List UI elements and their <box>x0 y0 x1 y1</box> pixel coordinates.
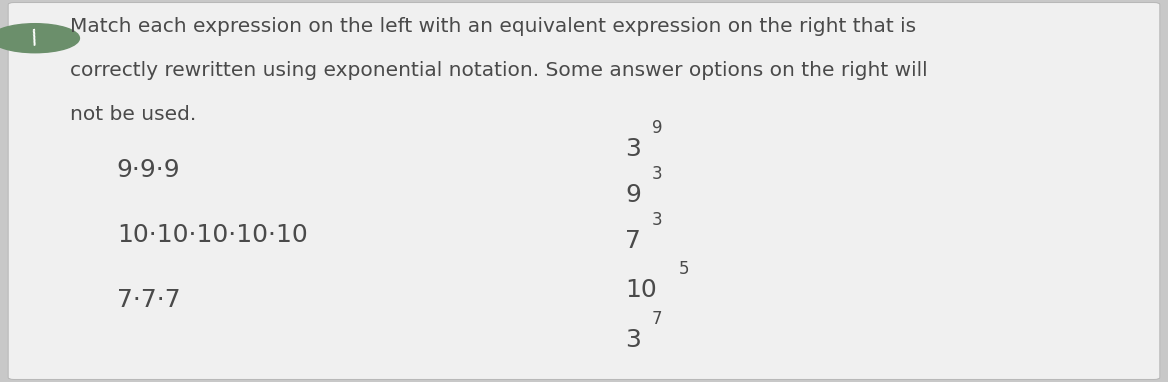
Text: 9·9·9: 9·9·9 <box>117 158 180 182</box>
Text: correctly rewritten using exponential notation. Some answer options on the right: correctly rewritten using exponential no… <box>70 61 927 80</box>
Text: not be used.: not be used. <box>70 105 196 124</box>
Text: 3: 3 <box>625 137 641 161</box>
FancyBboxPatch shape <box>8 3 1160 379</box>
Text: 7: 7 <box>625 229 641 253</box>
Text: 3: 3 <box>652 210 662 229</box>
Text: 9: 9 <box>625 183 641 207</box>
Text: 3: 3 <box>652 165 662 183</box>
Text: 10: 10 <box>625 278 656 302</box>
Text: 10·10·10·10·10: 10·10·10·10·10 <box>117 223 307 247</box>
Text: 7: 7 <box>652 310 662 328</box>
Text: Match each expression on the left with an equivalent expression on the right tha: Match each expression on the left with a… <box>70 17 916 36</box>
Circle shape <box>0 24 79 53</box>
Text: 9: 9 <box>652 119 662 137</box>
Text: /: / <box>28 28 42 49</box>
Text: 5: 5 <box>679 260 689 278</box>
Text: 7·7·7: 7·7·7 <box>117 288 180 312</box>
Text: 3: 3 <box>625 328 641 352</box>
